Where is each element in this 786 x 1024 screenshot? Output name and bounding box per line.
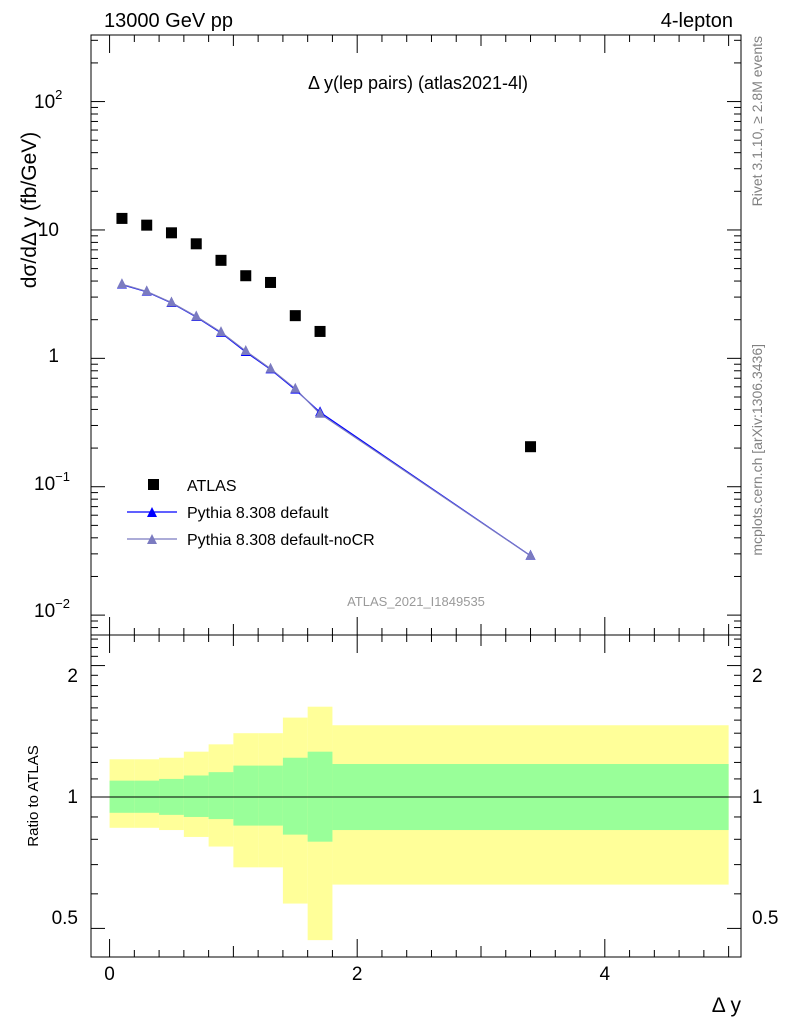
marker-pythia-nocr xyxy=(141,285,152,296)
marker-pythia-nocr xyxy=(240,345,251,356)
marker-pythia-nocr xyxy=(265,362,276,373)
legend-label-pythia-nocr: Pythia 8.308 default-noCR xyxy=(187,532,375,549)
marker-atlas xyxy=(289,310,301,322)
marker-pythia-nocr xyxy=(315,407,326,418)
legend-marker-pythia-default xyxy=(147,507,157,517)
ratio-y-tick-label-left: 2 xyxy=(67,666,78,687)
ratio-inner-band-bin xyxy=(208,772,234,820)
legend-label-pythia-default: Pythia 8.308 default xyxy=(187,505,329,522)
marker-pythia-nocr xyxy=(116,278,127,289)
ratio-inner-band-bin xyxy=(258,765,283,826)
x-tick-label: 2 xyxy=(352,964,363,985)
y-axis-title: dσ/dΔ y (fb/GeV) xyxy=(18,132,41,289)
ratio-inner-band-bin xyxy=(282,757,308,835)
marker-atlas xyxy=(525,441,537,453)
marker-atlas xyxy=(190,238,202,250)
header-process-label: 4-lepton xyxy=(661,10,733,32)
marker-atlas xyxy=(116,212,128,224)
marker-atlas xyxy=(165,227,177,239)
y-tick-label-10: 10 xyxy=(38,220,59,241)
analysis-watermark: ATLAS_2021_I1849535 xyxy=(347,594,485,609)
marker-atlas xyxy=(240,270,252,282)
y-tick-label-0.01: 10−2 xyxy=(34,596,70,622)
marker-atlas xyxy=(265,276,277,288)
marker-pythia-nocr xyxy=(290,382,301,393)
legend: ATLAS Pythia 8.308 default Pythia 8.308 … xyxy=(127,478,375,549)
ratio-y-tick-label-left: 0.5 xyxy=(52,908,78,929)
ratio-y-tick-label-right: 0.5 xyxy=(752,908,778,929)
series-line-pythia-nocr xyxy=(121,283,531,557)
x-axis-title: Δ y xyxy=(712,994,742,1017)
marker-atlas xyxy=(314,325,326,337)
x-tick-label: 0 xyxy=(104,964,115,985)
legend-label-atlas: ATLAS xyxy=(187,478,237,495)
marker-atlas xyxy=(141,219,153,231)
ratio-y-ticks xyxy=(91,638,741,929)
mcplots-label: mcplots.cern.ch [arXiv:1306.3436] xyxy=(749,344,765,556)
rivet-version-label: Rivet 3.1.10, ≥ 2.8M events xyxy=(749,36,765,206)
y-tick-label-0.1: 10−1 xyxy=(34,469,70,495)
y-tick-label-1: 1 xyxy=(48,346,59,367)
ratio-inner-band-bin xyxy=(183,775,209,817)
marker-pythia-nocr xyxy=(166,296,177,307)
marker-atlas xyxy=(215,254,227,266)
marker-pythia-nocr xyxy=(525,549,536,560)
x-ticks xyxy=(109,35,730,957)
main-y-ticks xyxy=(91,39,741,636)
legend-marker-pythia-nocr xyxy=(147,534,157,544)
legend-marker-atlas xyxy=(148,479,159,490)
ratio-y-tick-label-left: 1 xyxy=(67,787,78,808)
ratio-plot-frame xyxy=(90,634,742,958)
y-tick-label-100: 102 xyxy=(34,87,62,113)
ratio-axis-title: Ratio to ATLAS xyxy=(25,745,42,846)
ratio-y-tick-label-right: 2 xyxy=(752,666,763,687)
header-energy-label: 13000 GeV pp xyxy=(104,10,233,32)
ratio-y-tick-label-right: 1 xyxy=(752,787,763,808)
ratio-bands xyxy=(109,706,729,941)
marker-pythia-nocr xyxy=(216,326,226,337)
series-markers xyxy=(116,212,537,560)
series-lines xyxy=(121,283,531,557)
plot-title: Δ y(lep pairs) (atlas2021-4l) xyxy=(308,73,528,93)
x-tick-label: 4 xyxy=(600,964,611,985)
ratio-inner-band-bin xyxy=(233,765,259,826)
marker-pythia-nocr xyxy=(191,310,202,321)
